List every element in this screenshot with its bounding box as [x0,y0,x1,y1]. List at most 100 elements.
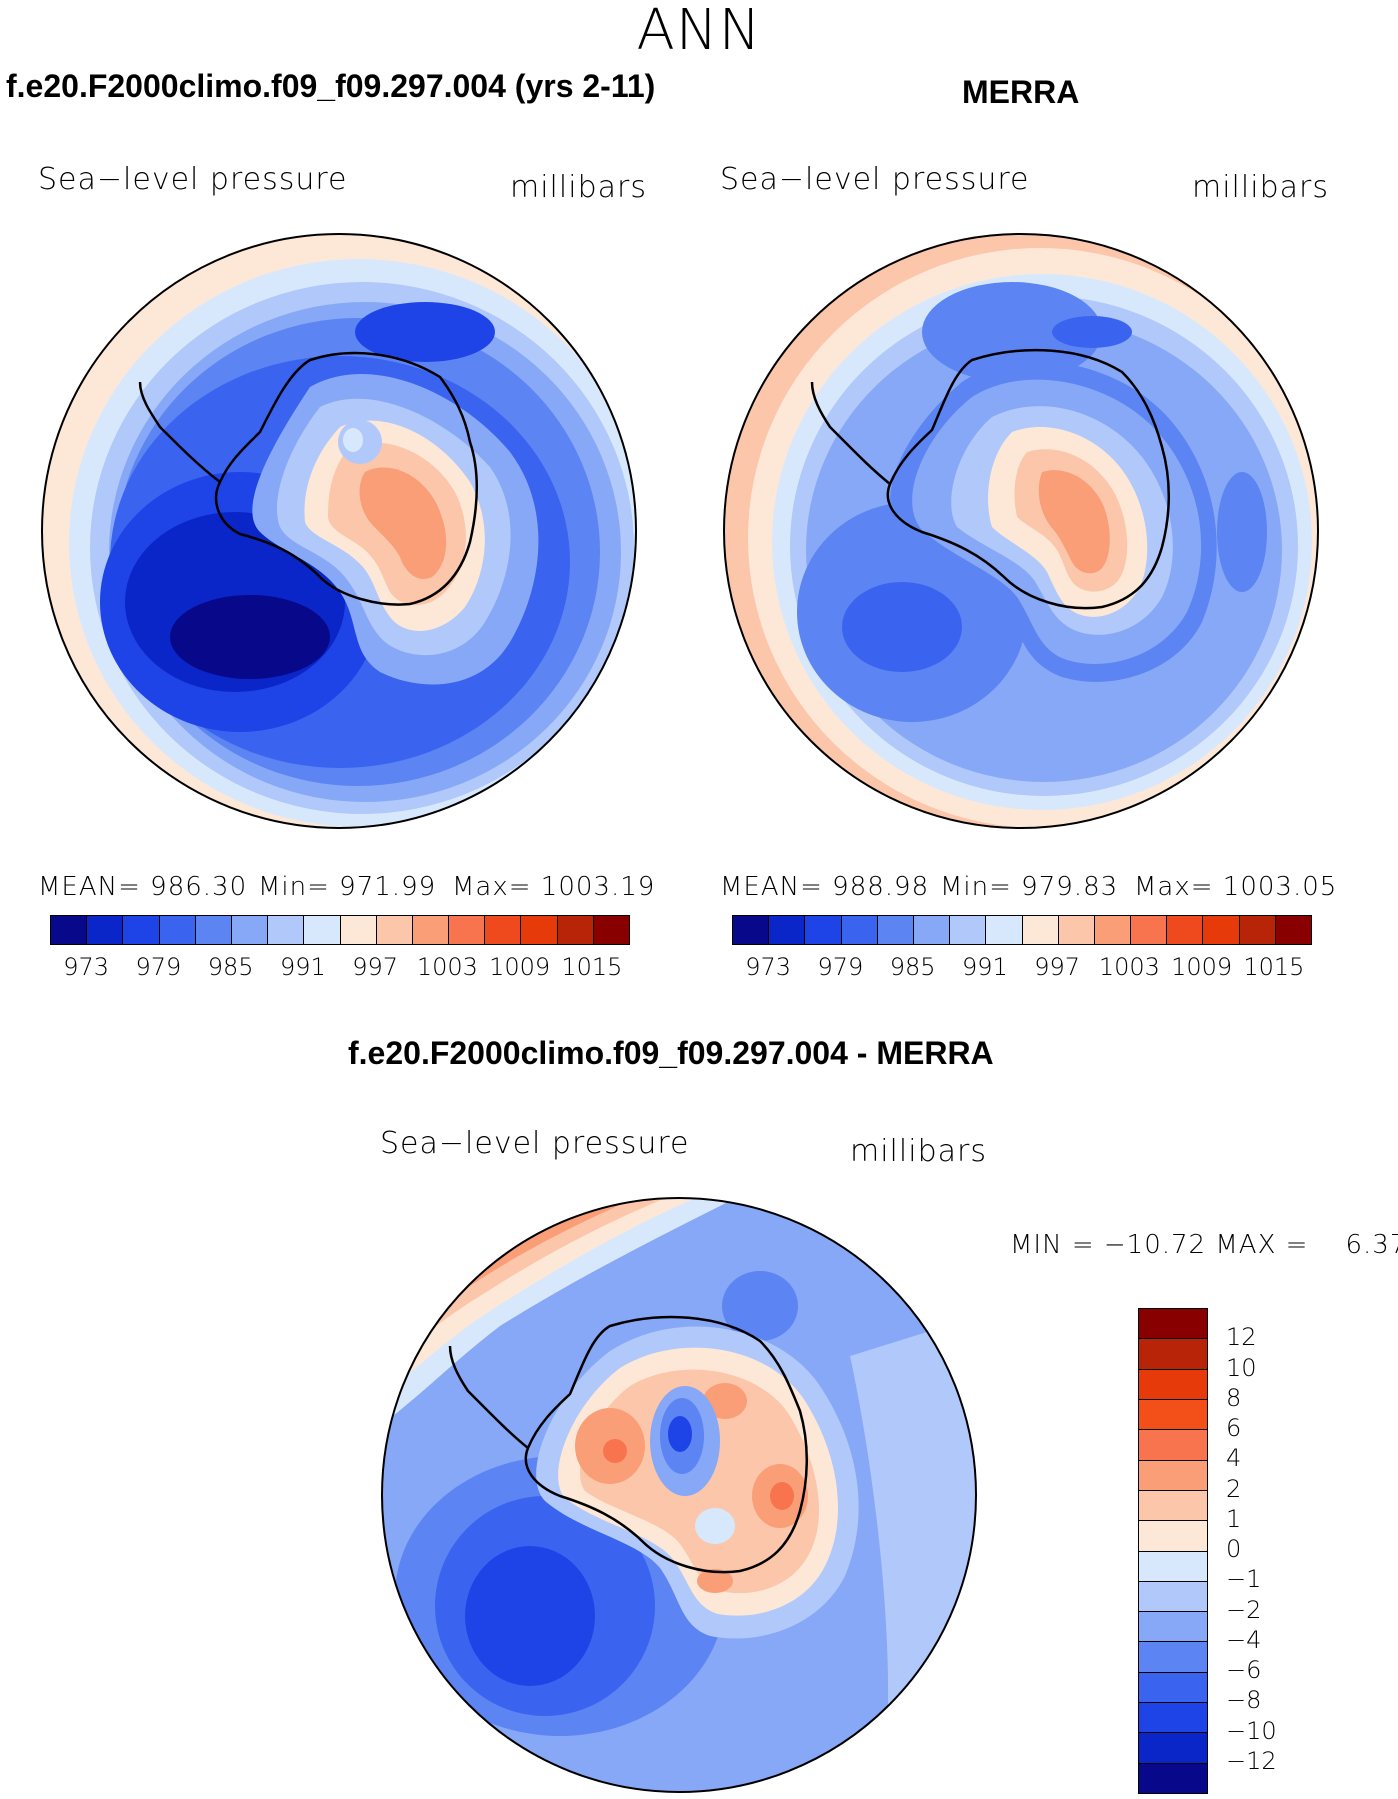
colorbar-tick-label: 1003 [1098,953,1160,981]
colorbar-swatch [1139,1551,1207,1582]
colorbar-swatch [841,916,878,944]
colorbar-tick-label: 1009 [489,953,551,981]
colorbar-swatch [1139,1521,1207,1552]
colorbar-swatch [1139,1763,1207,1793]
panel2-variable-label: Sea−level pressure [720,162,1030,197]
colorbar-swatch [1275,916,1311,944]
colorbar-tick-label: 985 [207,953,254,981]
colorbar-tick-label: −12 [1226,1746,1277,1775]
colorbar-swatch [485,916,522,944]
colorbar-swatch [412,916,450,944]
panel2-case-title: MERRA [962,74,1080,110]
panel2-min: Min= 979.83 [940,872,1119,902]
colorbar-swatch [1139,1672,1207,1704]
colorbar-tick-label: 997 [352,953,399,981]
colorbar-swatch [1139,1612,1207,1643]
colorbar-swatch [950,916,987,944]
colorbar-swatch [304,916,341,944]
panel1-units-label: millibars [510,170,647,205]
colorbar-swatch [593,916,629,944]
colorbar-swatch [449,916,486,944]
colorbar-tick-label: −6 [1226,1656,1262,1684]
colorbar-swatch [376,916,413,944]
colorbar-tick-label: 991 [961,953,1008,981]
colorbar-tick-label: 1 [1226,1504,1242,1533]
colorbar-tick-label: 1015 [1243,953,1305,981]
diff-units-label: millibars [850,1134,987,1169]
colorbar-swatch [1139,1733,1207,1764]
colorbar-tick-label: 4 [1226,1444,1242,1473]
panel1-min: Min= 971.99 [258,872,437,902]
colorbar-tick-label: 985 [889,953,936,981]
colorbar-swatch [1058,916,1095,944]
panel2-units-label: millibars [1192,170,1329,205]
panel1-variable-label: Sea−level pressure [38,162,348,197]
colorbar-swatch [913,916,951,944]
colorbar-tick-label: 12 [1226,1323,1257,1352]
colorbar-tick-label: −4 [1226,1625,1262,1654]
diff-variable-label: Sea−level pressure [380,1126,690,1161]
colorbar-swatch [1139,1339,1207,1370]
panel1-case-title: f.e20.F2000climo.f09_f09.297.004 (yrs 2-… [6,68,656,104]
colorbar-swatch [231,916,269,944]
panel1-colorbar [50,915,630,945]
colorbar-tick-label: 997 [1034,953,1081,981]
colorbar-swatch [1139,1490,1207,1522]
panel2-max: Max= 1003.05 [1134,872,1338,902]
colorbar-tick-label: 979 [817,953,864,981]
colorbar-tick-label: 0 [1226,1535,1242,1563]
colorbar-swatch [1139,1430,1207,1461]
figure-title: ANN [636,0,762,63]
colorbar-swatch [195,916,232,944]
colorbar-swatch [1139,1369,1207,1400]
colorbar-swatch [805,916,842,944]
colorbar-swatch [1167,916,1204,944]
colorbar-tick-label: 1009 [1171,953,1233,981]
colorbar-tick-label: −10 [1226,1716,1277,1745]
colorbar-swatch [877,916,914,944]
colorbar-tick-label: 991 [279,953,326,981]
colorbar-swatch [159,916,196,944]
colorbar-tick-label: 973 [63,953,110,981]
colorbar-swatch [1139,1399,1207,1431]
colorbar-swatch [986,916,1023,944]
diff-colorbar [1138,1308,1208,1794]
panel2-mean: MEAN= 988.98 [720,872,930,902]
panel2-polar-map [723,233,1319,829]
panel1-mean: MEAN= 986.30 [38,872,248,902]
panel2-colorbar [732,915,1312,945]
colorbar-tick-label: 6 [1226,1414,1242,1442]
colorbar-swatch [268,916,305,944]
colorbar-swatch [1139,1642,1207,1673]
colorbar-swatch [1139,1309,1207,1340]
colorbar-swatch [521,916,558,944]
colorbar-swatch [1239,916,1276,944]
colorbar-tick-label: 1015 [561,953,623,981]
diff-polar-map [381,1197,977,1793]
colorbar-tick-label: −2 [1226,1595,1262,1624]
colorbar-swatch [1139,1703,1207,1734]
colorbar-tick-label: 973 [745,953,792,981]
colorbar-swatch [1022,916,1059,944]
colorbar-swatch [1131,916,1168,944]
colorbar-swatch [1203,916,1240,944]
colorbar-tick-label: −1 [1226,1565,1262,1594]
colorbar-tick-label: 1003 [416,953,478,981]
colorbar-swatch [1094,916,1132,944]
colorbar-swatch [769,916,806,944]
colorbar-tick-label: 2 [1226,1474,1242,1503]
colorbar-tick-label: 8 [1226,1383,1242,1412]
colorbar-tick-label: 979 [135,953,182,981]
colorbar-swatch [87,916,124,944]
diff-minmax: MIN = −10.72 MAX = 6.37 [1010,1230,1398,1260]
panel1-max: Max= 1003.19 [452,872,656,902]
colorbar-tick-label: 10 [1226,1353,1257,1382]
colorbar-swatch [557,916,594,944]
colorbar-tick-label: −8 [1226,1686,1262,1715]
colorbar-swatch [51,916,88,944]
colorbar-swatch [1139,1581,1207,1613]
colorbar-swatch [340,916,377,944]
panel1-polar-map [41,233,637,829]
colorbar-swatch [733,916,770,944]
colorbar-swatch [123,916,160,944]
